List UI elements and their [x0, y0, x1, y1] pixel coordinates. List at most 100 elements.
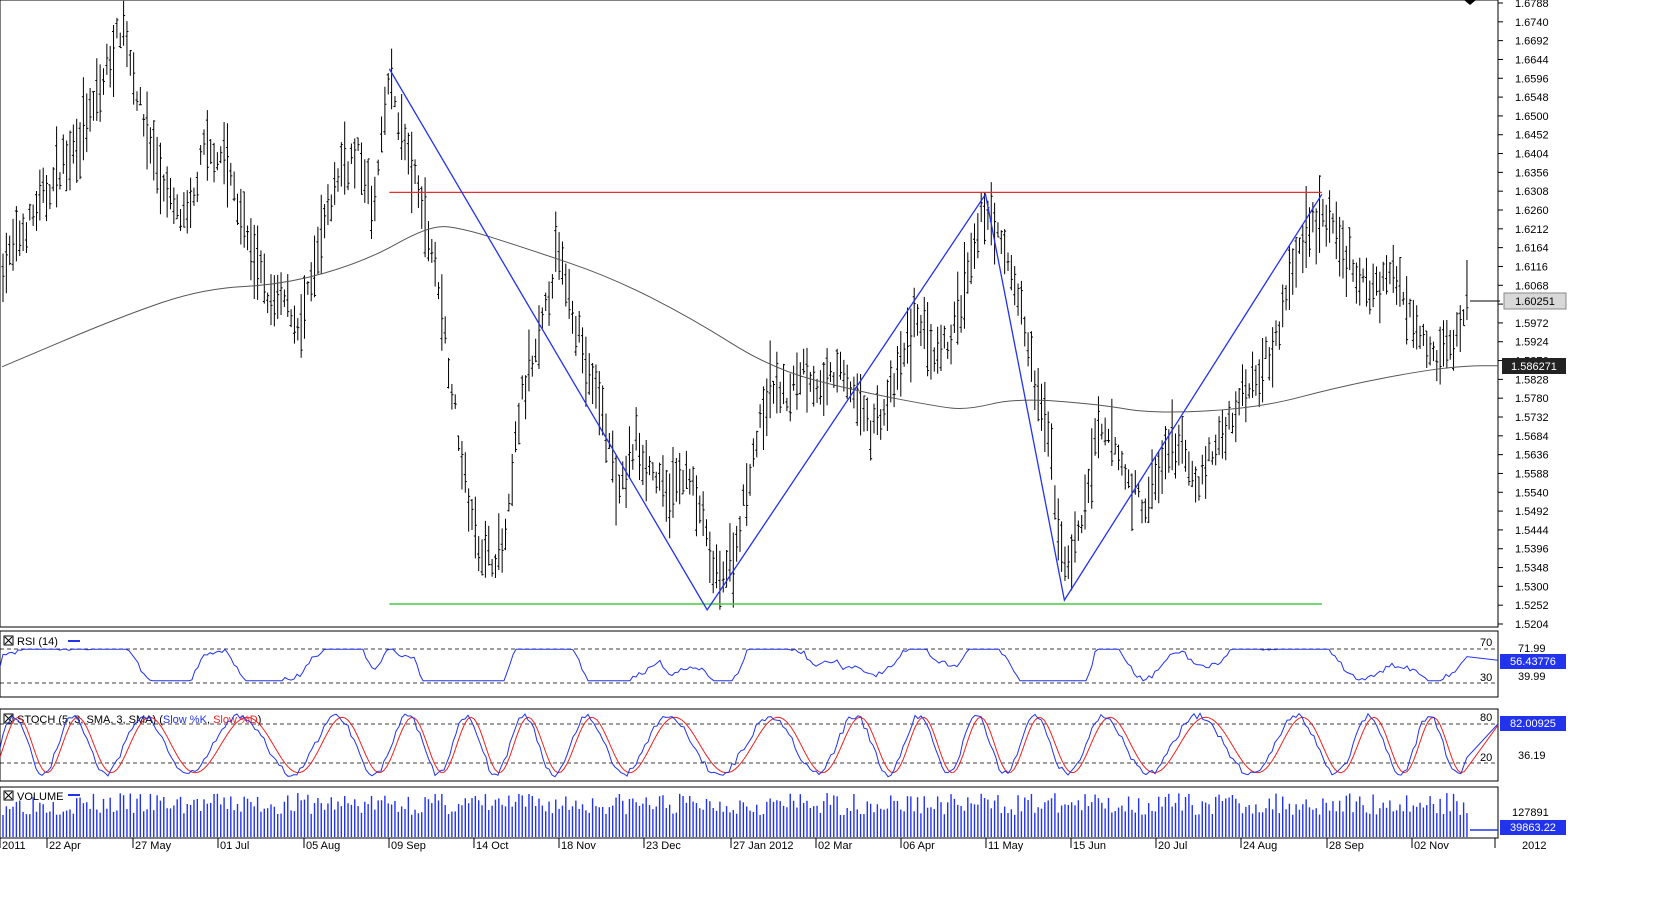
ohlc-bar — [993, 202, 997, 265]
ohlc-bar — [1251, 351, 1255, 398]
ohlc-bar — [370, 185, 373, 239]
ohlc-bar — [1304, 185, 1308, 269]
ohlc-bar — [1401, 291, 1405, 305]
ohlc-bar — [112, 25, 116, 97]
ohlc-bar — [477, 536, 481, 572]
ohlc-bar — [1442, 320, 1445, 367]
ohlc-bar — [644, 440, 648, 502]
ohlc-bar — [1083, 474, 1087, 530]
ohlc-bar — [316, 226, 320, 275]
ohlc-bar — [1435, 349, 1439, 382]
ohlc-bar — [956, 271, 960, 345]
ohlc-bar — [788, 373, 792, 422]
ohlc-bar — [1405, 276, 1409, 345]
ohlc-bar — [229, 162, 233, 186]
ohlc-bar — [942, 325, 946, 349]
ohlc-bar — [560, 241, 564, 285]
ohlc-bar — [1187, 451, 1191, 486]
ohlc-bar — [1344, 245, 1348, 298]
ohlc-bar — [212, 142, 216, 183]
ohlc-bar — [222, 122, 226, 185]
price-tick-label: 1.5924 — [1515, 337, 1549, 349]
ohlc-bar — [292, 305, 296, 344]
ohlc-bar — [1107, 428, 1110, 443]
ohlc-bar — [406, 132, 410, 175]
ohlc-bar — [497, 513, 501, 570]
price-tick-label: 1.6212 — [1515, 224, 1549, 236]
ohlc-bar — [1324, 204, 1328, 247]
ohlc-bar — [185, 190, 189, 234]
moving-average-label: 1.586271 — [1511, 361, 1557, 373]
ohlc-bar — [1438, 326, 1442, 385]
ohlc-bar — [1264, 336, 1268, 359]
ohlc-bar — [269, 274, 273, 326]
stoch-tick: 36.19 — [1518, 750, 1546, 762]
ohlc-bar — [1, 253, 5, 303]
ohlc-bar — [179, 208, 183, 231]
ohlc-bar — [1234, 391, 1238, 443]
ohlc-bar — [1143, 498, 1147, 523]
ohlc-bar — [31, 204, 35, 226]
x-axis-label: 02 Nov — [1414, 840, 1449, 852]
ohlc-bar — [487, 525, 491, 566]
ohlc-bar — [1371, 263, 1375, 308]
ohlc-bar — [1163, 426, 1167, 480]
ohlc-bar — [1137, 484, 1141, 498]
ohlc-bar — [4, 232, 8, 294]
rsi-tick-lower: 39.99 — [1518, 671, 1546, 683]
ohlc-bar — [1096, 396, 1100, 459]
ohlc-bar — [1455, 312, 1459, 347]
ohlc-bar — [249, 218, 253, 281]
volume-close-icon[interactable] — [3, 790, 14, 801]
ohlc-bar — [1331, 213, 1335, 234]
current-price-label: 1.60251 — [1515, 296, 1555, 308]
ohlc-bar — [1217, 416, 1221, 456]
ohlc-bar — [765, 378, 769, 437]
ohlc-bar — [664, 469, 668, 522]
scroll-marker-icon[interactable] — [1464, 0, 1476, 5]
ohlc-bar — [1147, 476, 1151, 524]
ohlc-bar — [349, 143, 353, 164]
ohlc-bar — [1180, 416, 1184, 464]
price-tick-label: 1.6260 — [1515, 205, 1549, 217]
ohlc-bar — [450, 384, 454, 410]
ohlc-bar — [232, 171, 236, 202]
ohlc-bar — [688, 468, 692, 495]
ohlc-bar — [48, 184, 52, 210]
ohlc-bar — [1130, 473, 1134, 532]
rsi-close-icon[interactable] — [3, 635, 14, 646]
ohlc-bar — [845, 364, 849, 400]
ohlc-bar — [1100, 423, 1104, 440]
ohlc-bar — [91, 90, 95, 121]
ohlc-bar — [453, 394, 457, 409]
ohlc-bar — [741, 484, 745, 506]
ohlc-bar — [329, 194, 333, 222]
price-tick-label: 1.6644 — [1515, 54, 1549, 66]
price-tick-label: 1.6164 — [1515, 243, 1549, 255]
ohlc-bar — [28, 203, 32, 221]
ohlc-bar — [973, 223, 976, 269]
price-tick-label: 1.6692 — [1515, 36, 1549, 48]
ohlc-bar — [852, 376, 856, 409]
ohlc-bar — [1244, 369, 1248, 423]
ohlc-bar — [346, 161, 350, 191]
ohlc-bar — [493, 554, 497, 579]
ohlc-bar — [1391, 244, 1395, 293]
ohlc-bar — [916, 304, 920, 336]
ohlc-bar — [1385, 255, 1389, 295]
ohlc-bar — [400, 94, 404, 161]
price-tick-label: 1.6452 — [1515, 130, 1549, 142]
price-tick-label: 1.6740 — [1515, 17, 1549, 29]
ohlc-bar — [872, 403, 876, 434]
ohlc-bar — [524, 375, 528, 420]
ohlc-bar — [581, 327, 585, 374]
ohlc-bar — [919, 314, 923, 347]
ohlc-bar — [1003, 229, 1007, 275]
ohlc-bar — [289, 309, 293, 328]
ohlc-bar — [962, 241, 966, 329]
ohlc-bar — [929, 323, 933, 380]
ohlc-bar — [309, 262, 313, 302]
price-tick-label: 1.5732 — [1515, 412, 1549, 424]
ohlc-bar — [1184, 439, 1188, 472]
stoch-close-x-icon — [4, 714, 13, 723]
